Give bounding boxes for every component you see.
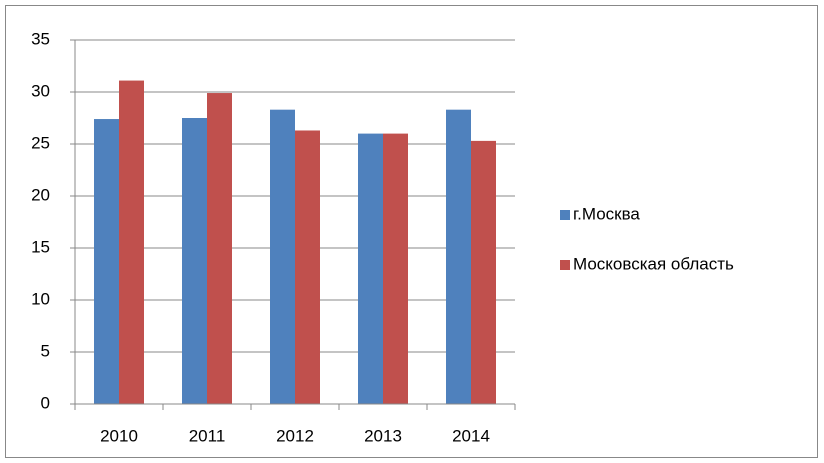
y-tick-label: 35 bbox=[31, 29, 50, 48]
y-tick-label: 20 bbox=[31, 185, 50, 204]
legend-label: Московская область bbox=[573, 254, 734, 273]
legend-swatch bbox=[560, 260, 570, 270]
bar bbox=[471, 140, 496, 404]
bar bbox=[94, 119, 119, 404]
y-tick-label: 15 bbox=[31, 237, 50, 256]
bar bbox=[295, 130, 320, 405]
legend-swatch bbox=[560, 210, 570, 220]
x-tick-label: 2011 bbox=[189, 426, 226, 445]
bar bbox=[446, 109, 471, 405]
y-tick-label: 0 bbox=[41, 393, 50, 412]
legend-label: г.Москва bbox=[573, 204, 640, 223]
x-tick-label: 2014 bbox=[452, 426, 490, 445]
bar bbox=[207, 93, 232, 404]
bar bbox=[182, 118, 207, 404]
x-tick-label: 2013 bbox=[364, 426, 402, 445]
bar bbox=[358, 133, 383, 404]
bar bbox=[270, 109, 295, 405]
y-tick-label: 25 bbox=[31, 133, 50, 152]
y-tick-label: 10 bbox=[31, 289, 50, 308]
y-tick-label: 5 bbox=[41, 341, 50, 360]
y-tick-label: 30 bbox=[31, 81, 50, 100]
x-tick-label: 2010 bbox=[100, 426, 138, 445]
bar bbox=[119, 80, 144, 404]
x-tick-label: 2012 bbox=[276, 426, 314, 445]
bar bbox=[383, 133, 408, 404]
